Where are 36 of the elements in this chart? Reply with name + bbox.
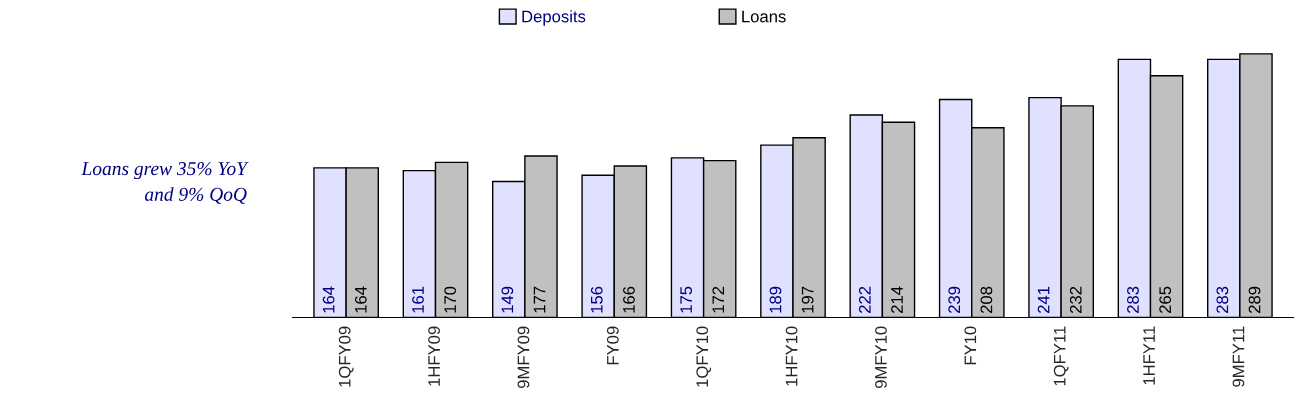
data-label: 175: [680, 286, 693, 313]
data-label: 166: [623, 286, 635, 313]
data-label: 289: [1248, 286, 1261, 313]
data-label: 149: [501, 286, 514, 313]
data-label: 283: [1216, 286, 1229, 313]
data-label: 189: [769, 286, 782, 313]
data-label: 222: [858, 286, 871, 313]
data-label: 164: [354, 286, 367, 313]
x-tick-label: 9MFY09: [517, 326, 530, 388]
x-tick-label: 1QFY09: [338, 326, 354, 387]
legend-label: Deposits: [522, 10, 586, 26]
data-label: 156: [590, 286, 603, 313]
data-label: 265: [1159, 286, 1172, 313]
data-label: 177: [533, 286, 546, 313]
text: Loans grew 35% YoY and 9% QoQ: [81, 162, 249, 204]
data-label: 172: [712, 286, 725, 313]
data-label: 214: [891, 286, 903, 313]
data-label: 283: [1127, 286, 1139, 313]
legend-label: Loans: [742, 10, 786, 23]
data-label: 161: [412, 286, 424, 313]
data-label: 239: [948, 286, 961, 313]
data-label: 232: [1069, 286, 1082, 313]
x-tick-label: 9MFY11: [1232, 326, 1245, 387]
x-tick-label: 9MFY10: [875, 326, 887, 388]
data-label: 208: [980, 286, 993, 313]
x-tick-label: FY10: [964, 326, 977, 365]
data-label: 170: [444, 286, 457, 313]
data-label: 164: [322, 286, 335, 313]
x-tick-label: 1QFY10: [696, 326, 712, 387]
x-tick-label: 1HFY11: [1143, 326, 1155, 385]
x-tick-label: 1HFY10: [785, 326, 798, 386]
x-tick-label: 1HFY09: [428, 326, 440, 386]
x-tick-label: 1QFY11: [1053, 326, 1069, 386]
x-tick-label: FY09: [606, 326, 619, 365]
data-label: 197: [801, 286, 814, 313]
data-label: 241: [1037, 286, 1050, 313]
